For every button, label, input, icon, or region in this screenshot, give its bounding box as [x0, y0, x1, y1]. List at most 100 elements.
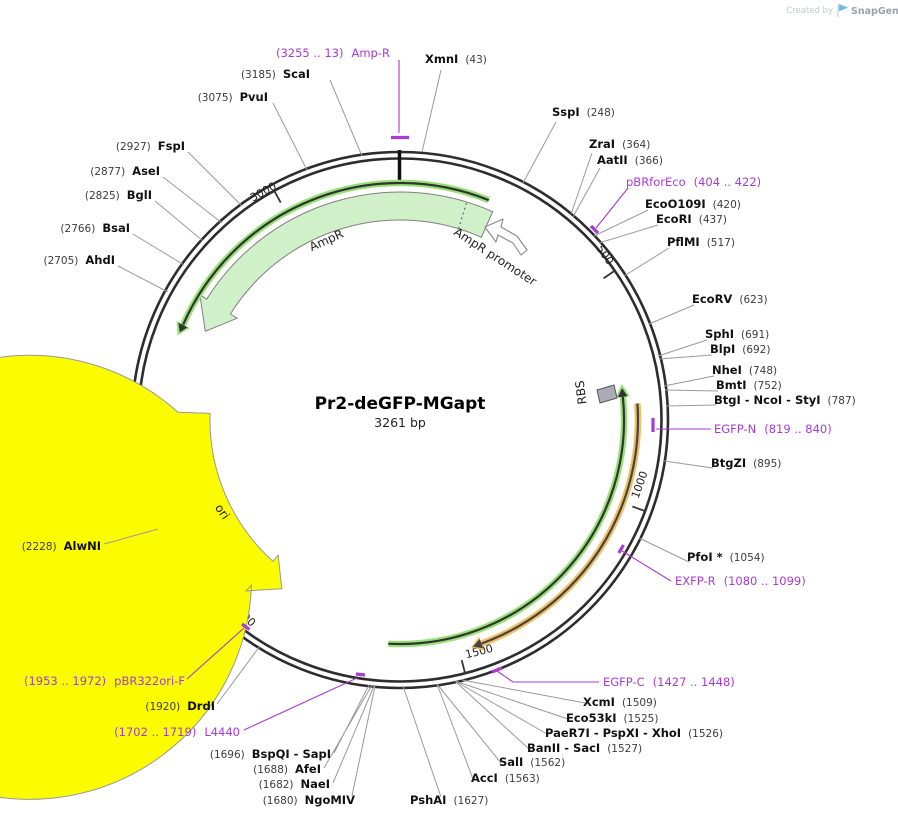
primer-label-exfp-r: EXFP-R [675, 574, 716, 588]
site-label-asei: AseI [132, 164, 160, 178]
svg-text:AatII(366): AatII (366) [597, 153, 663, 167]
site-label-acci: AccI [471, 771, 498, 785]
site-label-aatii: AatII [597, 153, 628, 167]
plasmid-title: Pr2-deGFP-MGapt [315, 394, 486, 414]
svg-text:ZraI(364): ZraI (364) [589, 137, 650, 151]
site-label-sspi: SspI [552, 105, 580, 119]
site-labels-right: XmnI (43) SspI (248) ZraI (364) AatII (366) … [410, 52, 856, 807]
svg-text:XmnI(43): XmnI (43) [425, 52, 487, 66]
feature-ampr-arrow [199, 191, 494, 333]
site-label-fspi: FspI [158, 139, 185, 153]
primer-label-amp-r: Amp-R [351, 46, 390, 60]
svg-text:EGFP-N(819 .. 840): EGFP-N (819 .. 840) [714, 422, 832, 436]
snapgene-logo-icon [837, 4, 848, 17]
svg-text:BtgI - NcoI - StyI(787): BtgI - NcoI - StyI (787) [714, 393, 856, 407]
feature-ori-arrow [0, 354, 283, 800]
site-label-scai: ScaI [283, 67, 310, 81]
arc-degfp-arrowhead [617, 388, 628, 398]
site-label-pfoi: PfoI * [687, 550, 723, 564]
site-label-bmti: BmtI [716, 378, 747, 392]
arc-mgapt-orange [470, 403, 642, 651]
site-label-btgi-ncoi-styi: BtgI - NcoI - StyI [714, 393, 821, 407]
arc-mgapt-arrowhead [472, 638, 484, 649]
site-label-bspqi-sapi: BspQI - SapI [252, 747, 331, 761]
svg-text:(1920)DrdI: (1920) DrdI [145, 699, 215, 713]
site-label-pflmi: PflMI [667, 235, 700, 249]
site-label-btgzi: BtgZI [711, 456, 746, 470]
site-label-sali: SalI [499, 755, 523, 769]
feature-label-rbs: RBS [573, 380, 590, 406]
feature-rbs-box [596, 384, 618, 404]
plasmid-size: 3261 bp [374, 415, 426, 430]
site-label-ecori: EcoRI [656, 212, 692, 226]
svg-text:(2228)AlwNI: (2228) AlwNI [22, 539, 101, 553]
site-label-xmni: XmnI [425, 52, 458, 66]
site-label-naei: NaeI [301, 777, 330, 791]
svg-text:PaeR7I - PspXI - XhoI(1526): PaeR7I - PspXI - XhoI (1526) [545, 726, 723, 740]
primer-label-egfp-c: EGFP-C [603, 675, 645, 689]
arc-ampr-line [176, 179, 491, 336]
site-label-sphi: SphI [705, 327, 734, 341]
svg-text:(3185)ScaI: (3185) ScaI [241, 67, 310, 81]
site-label-nhei: NheI [712, 363, 742, 377]
site-label-ahdi: AhdI [85, 253, 115, 267]
leader-lines [103, 69, 719, 798]
site-label-eco53ki: Eco53kI [566, 711, 617, 725]
svg-text:(1953 .. 1972)pBR322ori-F: (1953 .. 1972) pBR322ori-F [24, 674, 185, 688]
svg-text:BtgZI(895): BtgZI (895) [711, 456, 781, 470]
watermark-brand: SnapGene [851, 6, 898, 17]
svg-text:(1680)NgoMIV: (1680) NgoMIV [263, 793, 355, 807]
svg-text:(2705)AhdI: (2705) AhdI [43, 253, 115, 267]
feature-ampr-promoter-arrow [484, 218, 528, 256]
svg-text:XcmI(1509): XcmI (1509) [583, 695, 657, 709]
svg-text:(2877)AseI: (2877) AseI [90, 164, 160, 178]
primer-label-egfp-n: EGFP-N [714, 422, 756, 436]
site-labels-left: (1680) NgoMIV (1682) NaeI (1688) AfeI (1696… [22, 67, 355, 807]
site-label-pshai: PshAI [410, 793, 446, 807]
svg-text:(3075)PvuI: (3075) PvuI [198, 90, 268, 104]
site-label-bgli: BglI [127, 188, 152, 202]
site-label-ecoo109i: EcoO109I [645, 197, 706, 211]
svg-text:BlpI(692): BlpI (692) [710, 342, 770, 356]
site-label-blpi: BlpI [710, 342, 735, 356]
svg-text:EGFP-C(1427 .. 1448): EGFP-C (1427 .. 1448) [603, 675, 735, 689]
primer-marks [241, 135, 655, 677]
svg-text:NheI(748): NheI (748) [712, 363, 777, 377]
svg-text:SalI(1562): SalI (1562) [499, 755, 565, 769]
svg-text:EXFP-R(1080 .. 1099): EXFP-R (1080 .. 1099) [675, 574, 806, 588]
site-label-zrai: ZraI [589, 137, 615, 151]
svg-text:PshAI(1627): PshAI (1627) [410, 793, 488, 807]
svg-text:SphI(691): SphI (691) [705, 327, 769, 341]
site-label-alwni: AlwNI [64, 539, 101, 553]
primer-label-pbr322ori-f: pBR322ori-F [114, 674, 185, 688]
svg-text:PfoI *(1054): PfoI * (1054) [687, 550, 765, 564]
site-label-pvui: PvuI [240, 90, 268, 104]
svg-text:(1696)BspQI - SapI: (1696) BspQI - SapI [210, 747, 331, 761]
tick-label-3000: 3000 [248, 179, 279, 204]
svg-text:EcoRI(437): EcoRI (437) [656, 212, 727, 226]
svg-text:(1702 .. 1719)L4440: (1702 .. 1719) L4440 [114, 725, 240, 739]
site-label-xcmi: XcmI [583, 695, 615, 709]
svg-text:SspI(248): SspI (248) [552, 105, 615, 119]
svg-text:pBRforEco(404 .. 422): pBRforEco (404 .. 422) [626, 175, 761, 189]
site-label-banii-saci: BanII - SacI [527, 741, 600, 755]
watermark-created-by: Created by [786, 6, 833, 16]
site-label-paer7i-pspxi-xhoi: PaeR7I - PspXI - XhoI [545, 726, 681, 740]
site-label-drdi: DrdI [187, 699, 215, 713]
svg-text:(1682)NaeI: (1682) NaeI [259, 777, 330, 791]
svg-text:PflMI(517): PflMI (517) [667, 235, 735, 249]
site-label-bsai: BsaI [102, 221, 130, 235]
svg-text:EcoO109I(420): EcoO109I (420) [645, 197, 741, 211]
watermark: Created by SnapGene [786, 4, 898, 17]
svg-text:EcoRV(623): EcoRV (623) [692, 292, 768, 306]
svg-text:(3255 .. 13)Amp-R: (3255 .. 13) Amp-R [276, 46, 390, 60]
primer-label-pbrforeco: pBRforEco [626, 175, 686, 189]
svg-text:Eco53kI(1525): Eco53kI (1525) [566, 711, 658, 725]
arc-ampr-arrowhead [178, 322, 188, 333]
primer-leader-lines [186, 60, 711, 731]
site-label-afei: AfeI [295, 762, 321, 776]
svg-text:(2766)BsaI: (2766) BsaI [60, 221, 130, 235]
svg-text:(2825)BglI: (2825) BglI [85, 188, 152, 202]
